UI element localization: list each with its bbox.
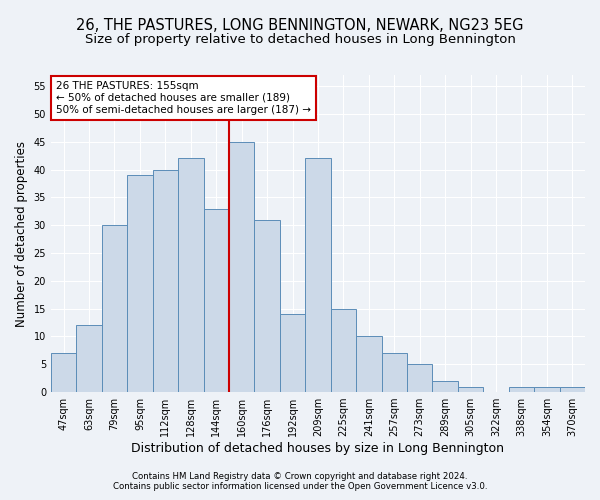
Bar [102, 225, 127, 392]
Bar [76, 326, 102, 392]
Text: 26, THE PASTURES, LONG BENNINGTON, NEWARK, NG23 5EG: 26, THE PASTURES, LONG BENNINGTON, NEWAR… [76, 18, 524, 32]
Bar [356, 336, 382, 392]
Y-axis label: Number of detached properties: Number of detached properties [15, 140, 28, 326]
Bar [152, 170, 178, 392]
Text: Size of property relative to detached houses in Long Bennington: Size of property relative to detached ho… [85, 34, 515, 46]
Bar [305, 158, 331, 392]
Bar [127, 175, 152, 392]
Bar [280, 314, 305, 392]
Bar [560, 386, 585, 392]
Bar [534, 386, 560, 392]
Bar [433, 381, 458, 392]
Bar [51, 353, 76, 392]
Bar [407, 364, 433, 392]
Bar [229, 142, 254, 392]
Bar [254, 220, 280, 392]
Bar [509, 386, 534, 392]
Bar [203, 208, 229, 392]
Bar [382, 353, 407, 392]
Bar [178, 158, 203, 392]
Text: 26 THE PASTURES: 155sqm
← 50% of detached houses are smaller (189)
50% of semi-d: 26 THE PASTURES: 155sqm ← 50% of detache… [56, 82, 311, 114]
Text: Contains public sector information licensed under the Open Government Licence v3: Contains public sector information licen… [113, 482, 487, 491]
Bar [331, 308, 356, 392]
Bar [458, 386, 483, 392]
X-axis label: Distribution of detached houses by size in Long Bennington: Distribution of detached houses by size … [131, 442, 505, 455]
Text: Contains HM Land Registry data © Crown copyright and database right 2024.: Contains HM Land Registry data © Crown c… [132, 472, 468, 481]
